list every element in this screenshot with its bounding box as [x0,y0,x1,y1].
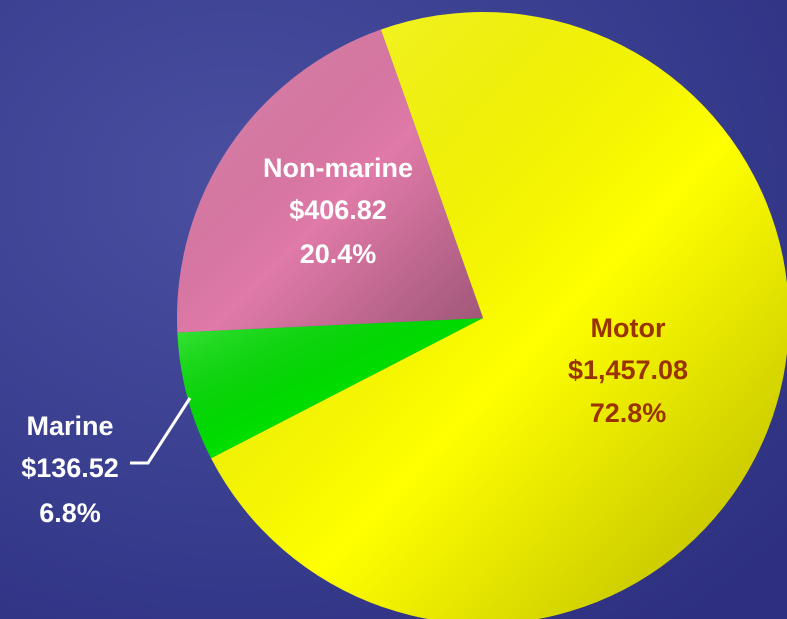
slice-value: $406.82 [289,195,387,225]
slice-label: Motor [591,313,666,343]
slice-shading [211,12,787,619]
leader-line [130,397,192,465]
slice-percent: 72.8% [590,398,667,428]
slice-label: Marine [26,411,113,441]
slice-shading [177,318,483,459]
slice-percent: 20.4% [300,239,377,269]
slice-shading [177,29,483,333]
slice-label: Non-marine [263,153,413,183]
slice-percent: 6.8% [39,498,101,528]
slice-value: $1,457.08 [568,355,688,385]
slice-value: $136.52 [21,453,119,483]
